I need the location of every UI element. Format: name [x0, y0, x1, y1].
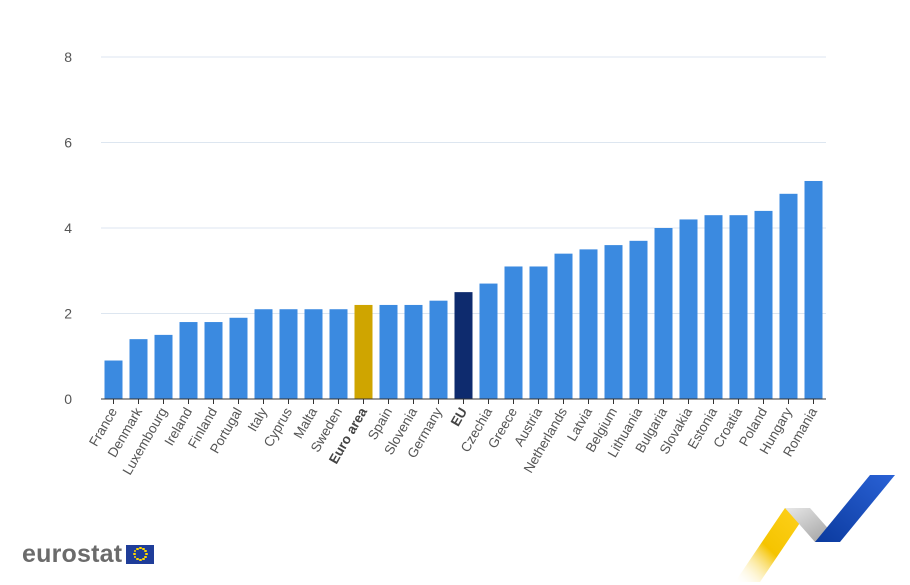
flag-star-icon	[144, 552, 148, 556]
bar-spain	[379, 304, 398, 399]
bar-germany	[429, 300, 448, 399]
bar-sweden	[329, 309, 348, 399]
bar-croatia	[729, 215, 748, 399]
flag-star-icon	[135, 547, 139, 551]
bars	[104, 180, 823, 400]
bar-belgium	[604, 245, 623, 399]
bar-greece	[504, 266, 523, 399]
flag-star-icon	[144, 555, 147, 559]
x-axis: FranceDenmarkLuxembourgIrelandFinlandPor…	[86, 398, 826, 478]
bar-czechia	[479, 283, 498, 399]
flag-star-icon	[132, 552, 136, 556]
x-tick-label: EU	[448, 405, 470, 429]
eurostat-logo-text: eurostat	[22, 539, 123, 568]
y-tick-label: 8	[64, 49, 72, 65]
flag-star-icon	[138, 558, 142, 562]
bar-luxembourg	[154, 334, 173, 400]
flag-star-icon	[144, 549, 147, 553]
bar-poland	[754, 210, 773, 399]
bar-slovakia	[679, 219, 698, 399]
eurostat-decoration-icon	[735, 475, 895, 582]
eurostat-logo: eurostat	[22, 539, 155, 569]
bar-bulgaria	[654, 228, 673, 399]
flag-star-icon	[141, 547, 145, 551]
x-tick-label: Italy	[245, 405, 270, 434]
y-tick-label: 6	[64, 135, 72, 151]
bar-italy	[254, 309, 273, 399]
bar-malta	[304, 309, 323, 399]
flag-star-icon	[135, 557, 139, 561]
bar-estonia	[704, 215, 723, 399]
flag-star-icon	[138, 546, 142, 550]
bar-france	[104, 360, 123, 399]
flag-star-icon	[133, 555, 137, 559]
y-tick-label: 0	[64, 391, 72, 407]
bar-eu	[454, 292, 473, 400]
bar-austria	[529, 266, 548, 399]
bar-euro-area	[354, 304, 373, 399]
y-tick-label: 4	[64, 220, 72, 236]
bar-portugal	[229, 317, 248, 399]
bar-lithuania	[629, 240, 648, 399]
y-axis: 0 2 4 6 8	[64, 49, 72, 407]
bar-latvia	[579, 249, 598, 400]
flag-star-icon	[141, 557, 145, 561]
flag-star-icon	[133, 549, 137, 553]
y-tick-label: 2	[64, 306, 72, 322]
bar-ireland	[179, 322, 198, 399]
bar-slovenia	[404, 304, 423, 399]
bar-hungary	[779, 193, 798, 399]
bar-finland	[204, 322, 223, 399]
bar-romania	[804, 180, 823, 399]
bar-netherlands	[554, 253, 573, 399]
bar-cyprus	[279, 309, 298, 399]
eu-flag-icon	[126, 544, 155, 564]
bar-denmark	[129, 339, 148, 399]
